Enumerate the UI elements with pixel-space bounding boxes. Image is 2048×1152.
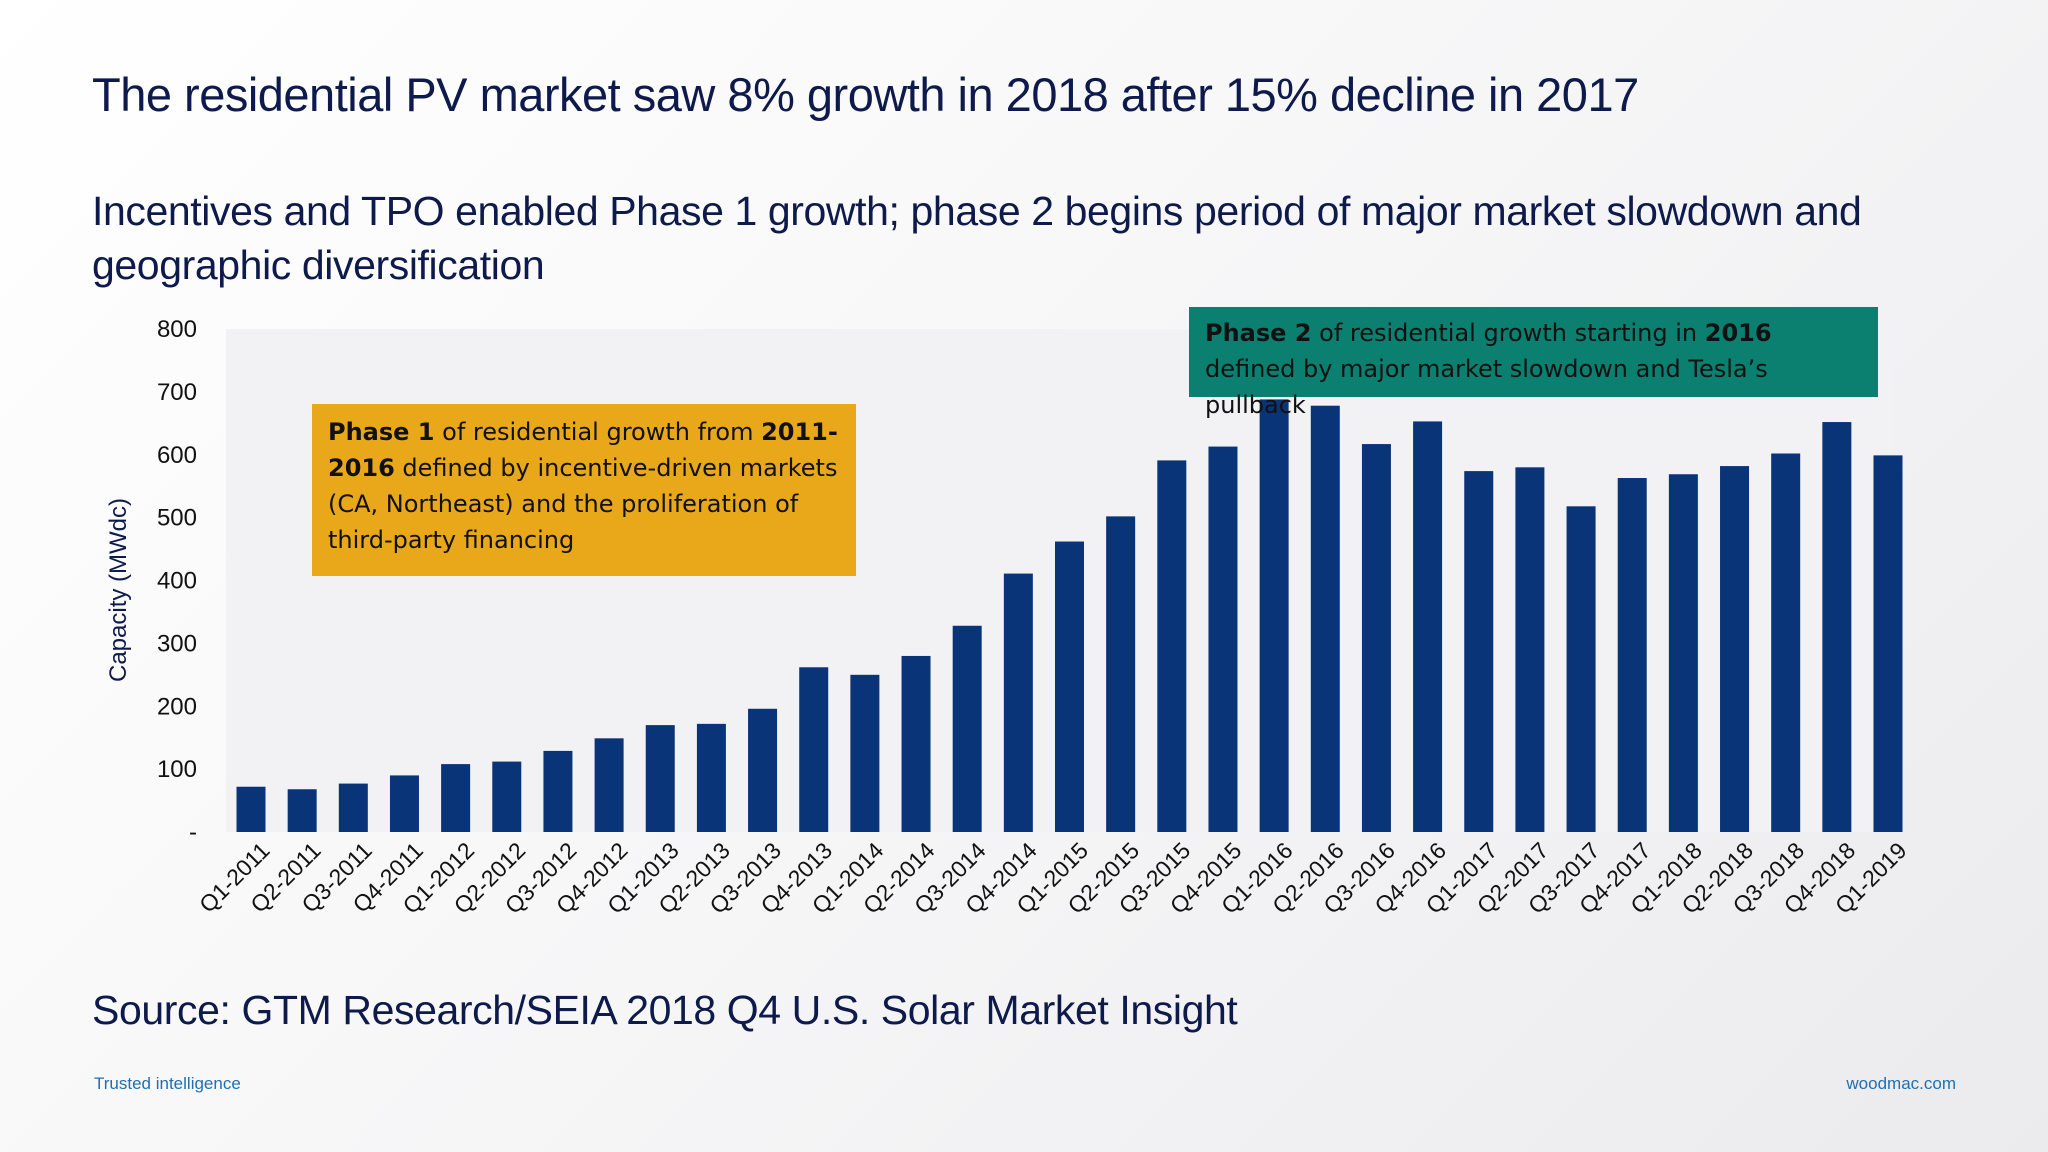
y-tick-label: 100 <box>157 756 197 783</box>
bar <box>1310 405 1340 832</box>
bar <box>1208 446 1238 832</box>
phase1-callout-bold2: 2011-2016 <box>328 418 838 482</box>
bar <box>1464 471 1494 832</box>
bar <box>1413 421 1443 832</box>
bar <box>1668 474 1698 832</box>
y-axis-ticks: - 100 200 300 400 500 600 700 800 <box>157 316 197 846</box>
bar <box>1720 466 1750 832</box>
bar <box>594 738 624 832</box>
y-tick-label: 300 <box>157 630 197 657</box>
bar <box>492 761 522 832</box>
bar <box>338 783 368 832</box>
footer-website: woodmac.com <box>1846 1074 1956 1093</box>
phase1-callout-text1: of residential growth from <box>434 418 762 446</box>
y-tick-label: 400 <box>157 568 197 595</box>
bar <box>645 725 675 832</box>
bar <box>1771 453 1801 832</box>
bar <box>1003 573 1033 832</box>
bar <box>1566 506 1596 832</box>
phase2-callout-text1: of residential growth starting in <box>1311 319 1705 347</box>
bar <box>901 655 931 832</box>
bar <box>850 674 880 832</box>
bar <box>1515 467 1545 832</box>
bar <box>952 625 982 832</box>
bar <box>1157 460 1187 832</box>
y-tick-label: 200 <box>157 693 197 720</box>
phase1-callout: Phase 1 of residential growth from 2011-… <box>312 404 856 576</box>
bar <box>1822 422 1852 832</box>
x-axis-ticks: Q1-2011Q2-2011Q3-2011Q4-2011Q1-2012Q2-20… <box>194 837 1911 919</box>
bar <box>748 708 778 832</box>
y-tick-label: - <box>189 819 197 846</box>
bar <box>1106 516 1136 832</box>
phase2-callout-bold1: Phase 2 <box>1205 319 1312 347</box>
bar <box>1259 399 1289 832</box>
page-subtitle: Incentives and TPO enabled Phase 1 growt… <box>92 188 1862 288</box>
bar <box>799 667 829 832</box>
bar <box>1361 444 1391 832</box>
bar <box>1617 478 1647 832</box>
bar <box>543 750 573 832</box>
phase2-callout-bold2: 2016 <box>1704 319 1772 347</box>
bar <box>389 775 419 832</box>
bar <box>1873 455 1903 832</box>
bar <box>696 723 726 832</box>
bar <box>236 786 266 832</box>
bar <box>441 764 471 832</box>
bars <box>236 399 1903 832</box>
y-tick-label: 500 <box>157 505 197 532</box>
phase1-callout-text2: defined by incentive-driven markets (CA,… <box>328 454 838 554</box>
y-tick-label: 800 <box>157 316 197 343</box>
phase2-callout: Phase 2 of residential growth starting i… <box>1189 307 1878 419</box>
page-title: The residential PV market saw 8% growth … <box>92 68 1639 121</box>
phase2-callout-text2: defined by major market slowdown and Tes… <box>1205 355 1768 419</box>
y-tick-label: 600 <box>157 442 197 469</box>
y-tick-label: 700 <box>157 379 197 406</box>
footer-tagline: Trusted intelligence <box>94 1074 241 1093</box>
phase1-callout-bold1: Phase 1 <box>328 418 435 446</box>
source-note: Source: GTM Research/SEIA 2018 Q4 U.S. S… <box>92 987 1238 1033</box>
y-axis-label: Capacity (MWdc) <box>105 498 132 682</box>
bar <box>1055 541 1084 832</box>
bar <box>287 789 317 832</box>
